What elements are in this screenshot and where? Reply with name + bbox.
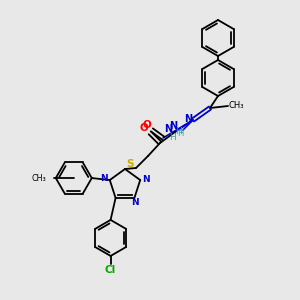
Text: O: O <box>142 120 152 130</box>
Text: O: O <box>140 123 148 133</box>
Text: Cl: Cl <box>105 265 116 275</box>
Text: N: N <box>169 121 177 131</box>
Text: CH₃: CH₃ <box>31 174 46 183</box>
Text: N: N <box>100 174 108 183</box>
Text: N: N <box>184 114 192 124</box>
Text: S: S <box>126 159 134 169</box>
Text: H: H <box>177 128 183 137</box>
Text: N: N <box>164 124 172 134</box>
Text: H: H <box>176 127 182 136</box>
Text: N: N <box>142 175 150 184</box>
Text: N: N <box>132 198 139 207</box>
Text: H: H <box>169 133 176 142</box>
Text: CH₃: CH₃ <box>228 101 244 110</box>
